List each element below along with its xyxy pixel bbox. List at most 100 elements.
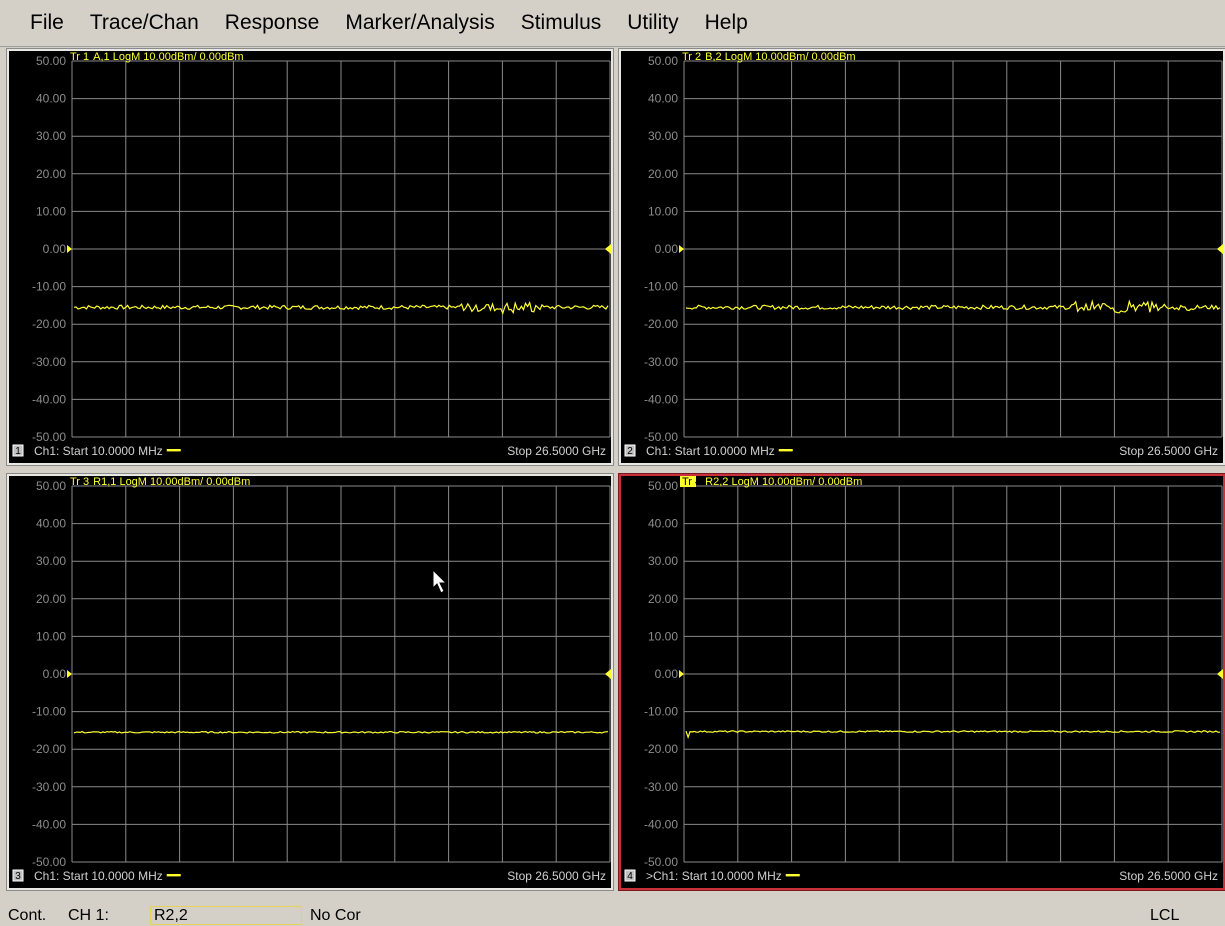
trace-color-swatch xyxy=(166,874,181,877)
y-tick-label: -40.00 xyxy=(644,817,678,831)
measurement-window-3[interactable]: 50.00 40.00 30.00 20.00 10.00 0.00 -10.00 -20.0… xyxy=(6,473,614,891)
menu-marker-analysis[interactable]: Marker/Analysis xyxy=(345,11,495,34)
y-tick-label: 50.00 xyxy=(648,54,678,68)
trace-color-swatch xyxy=(166,449,181,452)
y-tick-label: 30.00 xyxy=(648,129,678,143)
stop-frequency: Stop 26.5000 GHz xyxy=(1119,444,1218,458)
y-tick-label: -50.00 xyxy=(644,855,678,869)
trace-header[interactable]: Tr 4 R2,2 LogM 10.00dBm/ 0.00dBm xyxy=(682,476,862,488)
reference-marker-right[interactable] xyxy=(605,669,611,679)
reference-marker-left[interactable] xyxy=(679,245,684,253)
sweep-mode: Cont. xyxy=(8,907,47,924)
menu-utility[interactable]: Utility xyxy=(627,11,679,34)
window-number: 3 xyxy=(15,871,21,882)
y-tick-label: -50.00 xyxy=(32,430,66,444)
measurement-window-2[interactable]: 50.00 40.00 30.00 20.00 10.00 0.00 -10.00 -20.0… xyxy=(618,48,1225,466)
trace-color-swatch xyxy=(778,449,793,452)
y-tick-label: 0.00 xyxy=(43,242,67,256)
y-tick-label: -20.00 xyxy=(644,317,678,331)
start-frequency: Ch1: Start 10.0000 MHz xyxy=(34,444,163,458)
plot-area: 50.00 40.00 30.00 20.00 10.00 0.00 -10.00 -20.0… xyxy=(12,476,611,883)
y-tick-label: -30.00 xyxy=(644,355,678,369)
y-tick-label: 10.00 xyxy=(36,629,66,643)
y-tick-label: -10.00 xyxy=(644,705,678,719)
reference-marker-left[interactable] xyxy=(67,670,72,678)
menu-file[interactable]: File xyxy=(30,11,64,34)
window-number: 1 xyxy=(15,446,21,457)
y-tick-label: -30.00 xyxy=(32,780,66,794)
graticule xyxy=(71,485,611,863)
menu-trace-chan[interactable]: Trace/Chan xyxy=(89,11,199,34)
y-tick-label: 20.00 xyxy=(648,167,678,181)
reference-marker-right[interactable] xyxy=(605,244,611,254)
y-tick-label: -20.00 xyxy=(32,742,66,756)
y-tick-label: -30.00 xyxy=(644,780,678,794)
correction-status: No Cor xyxy=(310,907,361,924)
y-tick-label: -50.00 xyxy=(32,855,66,869)
window-number: 4 xyxy=(627,871,633,882)
window-number: 2 xyxy=(627,446,633,457)
trace-color-swatch xyxy=(785,874,800,877)
trace-header[interactable]: Tr 1 A,1 LogM 10.00dBm/ 0.00dBm xyxy=(70,51,244,63)
measurement-trace xyxy=(73,301,609,315)
y-tick-label: 20.00 xyxy=(648,592,678,606)
graticule xyxy=(683,60,1223,438)
graticule xyxy=(683,485,1223,863)
stop-frequency: Stop 26.5000 GHz xyxy=(507,444,606,458)
measurement-trace xyxy=(73,730,609,734)
trace-header[interactable]: Tr 2 B,2 LogM 10.00dBm/ 0.00dBm xyxy=(682,51,856,63)
active-parameter: R2,2 xyxy=(150,906,302,925)
y-tick-label: 50.00 xyxy=(648,479,678,493)
stop-frequency: Stop 26.5000 GHz xyxy=(507,869,606,883)
measurement-window-4[interactable]: 50.00 40.00 30.00 20.00 10.00 0.00 -10.00 -20.0… xyxy=(618,473,1225,891)
y-tick-label: -10.00 xyxy=(32,280,66,294)
menu-response[interactable]: Response xyxy=(224,11,320,34)
y-tick-label: -20.00 xyxy=(32,317,66,331)
y-tick-label: -30.00 xyxy=(32,355,66,369)
status-bar: Cont. CH 1: R2,2 No Cor LCL xyxy=(0,905,1225,926)
y-tick-label: 10.00 xyxy=(648,204,678,218)
y-tick-label: 30.00 xyxy=(36,129,66,143)
mouse-pointer-icon xyxy=(432,568,448,594)
reference-marker-right[interactable] xyxy=(1217,244,1223,254)
start-frequency: >Ch1: Start 10.0000 MHz xyxy=(646,869,782,883)
channel-label: CH 1: xyxy=(68,907,109,924)
reference-marker-left[interactable] xyxy=(679,670,684,678)
y-tick-label: -50.00 xyxy=(644,430,678,444)
menu-help[interactable]: Help xyxy=(704,11,748,34)
measurement-window-1[interactable]: 50.00 40.00 30.00 20.00 10.00 0.00 -10.00 -20.0… xyxy=(6,48,614,466)
y-tick-label: -40.00 xyxy=(644,392,678,406)
trace-header[interactable]: Tr 3 R1,1 LogM 10.00dBm/ 0.00dBm xyxy=(70,476,250,488)
window-number-box xyxy=(12,869,24,882)
y-tick-label: 0.00 xyxy=(655,667,679,681)
y-tick-label: 50.00 xyxy=(36,479,66,493)
y-tick-label: 10.00 xyxy=(36,204,66,218)
y-tick-label: 20.00 xyxy=(36,592,66,606)
y-tick-label: 40.00 xyxy=(648,517,678,531)
window-number-box xyxy=(12,444,24,457)
y-tick-label: 50.00 xyxy=(36,54,66,68)
y-tick-label: -40.00 xyxy=(32,392,66,406)
y-tick-label: 10.00 xyxy=(648,629,678,643)
window-number-box xyxy=(624,869,636,882)
y-tick-label: 40.00 xyxy=(648,92,678,106)
reference-marker-right[interactable] xyxy=(1217,669,1223,679)
y-tick-label: 0.00 xyxy=(655,242,679,256)
y-tick-label: 40.00 xyxy=(36,517,66,531)
start-frequency: Ch1: Start 10.0000 MHz xyxy=(646,444,775,458)
start-frequency: Ch1: Start 10.0000 MHz xyxy=(34,869,163,883)
plot-area: 50.00 40.00 30.00 20.00 10.00 0.00 -10.00 -20.0… xyxy=(624,476,1223,883)
y-tick-label: 40.00 xyxy=(36,92,66,106)
measurement-trace xyxy=(685,730,1220,740)
menu-stimulus[interactable]: Stimulus xyxy=(520,11,602,34)
y-tick-label: 20.00 xyxy=(36,167,66,181)
reference-marker-left[interactable] xyxy=(67,245,72,253)
stop-frequency: Stop 26.5000 GHz xyxy=(1119,869,1218,883)
menu-bar: File Trace/Chan Response Marker/Analysis… xyxy=(0,0,1225,47)
active-trace-highlight xyxy=(680,476,696,487)
y-tick-label: 30.00 xyxy=(648,554,678,568)
plot-area: 50.00 40.00 30.00 20.00 10.00 0.00 -10.00 -20.0… xyxy=(12,51,611,458)
window-number-box xyxy=(624,444,636,457)
y-tick-label: -40.00 xyxy=(32,817,66,831)
y-tick-label: 0.00 xyxy=(43,667,67,681)
